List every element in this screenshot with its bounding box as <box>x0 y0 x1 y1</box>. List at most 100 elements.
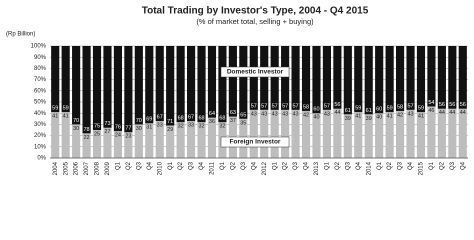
x-tick-label: 2015 <box>419 161 425 175</box>
chart-title: Total Trading by Investor's Type, 2004 -… <box>142 6 369 17</box>
bar-segment <box>291 109 300 158</box>
value-label: 44 <box>460 110 466 116</box>
y-tick-label: 0% <box>37 156 46 162</box>
value-label: 77 <box>125 126 131 132</box>
x-tick-label: Q1 <box>272 161 278 170</box>
value-label: 78 <box>84 127 90 133</box>
value-label: 60 <box>313 107 319 113</box>
bar-segment <box>312 113 321 158</box>
value-label: 30 <box>73 126 79 132</box>
value-label: 64 <box>209 111 215 117</box>
bar-segment <box>301 46 311 111</box>
bar-segment <box>239 46 248 119</box>
value-label: 61 <box>366 108 372 114</box>
x-tick-label: Q4 <box>199 161 205 170</box>
bar-segment <box>322 109 332 158</box>
x-tick-label: Q2 <box>178 161 184 170</box>
y-tick-label: 10% <box>34 144 47 150</box>
bar-segment <box>218 46 227 123</box>
value-label: 69 <box>146 117 152 123</box>
x-tick-label: Q3 <box>241 161 247 170</box>
value-label: 31 <box>146 125 152 131</box>
x-tick-label: Q2 <box>335 161 341 170</box>
bar-segment <box>416 46 426 113</box>
value-label: 73 <box>104 121 110 127</box>
bar-segment <box>395 46 405 111</box>
x-tick-label: Q2 <box>126 161 132 170</box>
legend-box <box>220 66 290 78</box>
bar-segment <box>51 46 60 113</box>
value-label: 43 <box>324 111 330 117</box>
value-label: 59 <box>418 106 424 112</box>
value-label: 32 <box>198 124 204 130</box>
x-tick-label: Q4 <box>408 161 414 170</box>
bar-segment <box>176 46 185 123</box>
value-label: 43 <box>293 111 299 117</box>
value-label: 42 <box>303 112 309 118</box>
value-label: 25 <box>94 131 100 137</box>
value-label: 29 <box>167 127 173 133</box>
bar-segment <box>448 108 457 158</box>
bar-segment <box>354 112 363 158</box>
x-tick-label: Q3 <box>450 161 456 170</box>
legend-label: Domestic Investor <box>227 69 284 76</box>
value-label: 63 <box>230 110 236 116</box>
y-tick-label: 20% <box>34 133 47 139</box>
bar-segment <box>82 133 91 158</box>
bar-segment <box>354 46 363 113</box>
x-tick-label: Q3 <box>136 161 142 170</box>
bar-segment <box>207 46 217 118</box>
value-label: 41 <box>387 114 393 120</box>
x-tick-label: 2010 <box>157 161 163 175</box>
x-tick-label: Q4 <box>251 161 257 170</box>
x-tick-label: Q4 <box>147 161 153 170</box>
bar-segment <box>124 46 133 133</box>
value-label: 43 <box>261 111 267 117</box>
x-tick-label: 2012 <box>262 161 268 175</box>
x-tick-label: Q2 <box>387 161 393 170</box>
x-tick-label: 2011 <box>210 161 216 175</box>
x-tick-label: Q1 <box>168 161 174 170</box>
legend-box <box>220 136 290 148</box>
x-tick-label: Q3 <box>345 161 351 170</box>
bar-segment <box>72 124 81 158</box>
x-tick-label: Q2 <box>230 161 236 170</box>
value-label: 71 <box>167 119 173 125</box>
bar-segment <box>166 46 175 126</box>
value-label: 68 <box>178 116 184 122</box>
value-label: 57 <box>282 103 288 109</box>
bar-segment <box>92 46 102 130</box>
bar-segment <box>375 46 384 114</box>
bar-segment <box>301 110 311 158</box>
bar-segment <box>343 114 352 158</box>
value-label: 59 <box>355 106 361 112</box>
value-label: 44 <box>449 110 455 116</box>
value-label: 57 <box>272 103 278 109</box>
value-label: 76 <box>115 125 121 131</box>
value-label: 75 <box>94 123 100 129</box>
chart: Total Trading by Investor's Type, 2004 -… <box>6 6 468 175</box>
value-label: 57 <box>251 103 257 109</box>
bar-segment <box>249 46 258 110</box>
x-tick-label: 2005 <box>63 161 69 175</box>
bar-segment <box>207 117 217 158</box>
value-label: 41 <box>63 114 69 120</box>
bar-segment <box>343 46 352 115</box>
y-tick-label: 40% <box>34 111 47 117</box>
bar-segment <box>395 110 405 158</box>
value-label: 32 <box>219 124 225 130</box>
x-tick-label: Q2 <box>439 161 445 170</box>
bar-segment <box>72 46 81 125</box>
value-label: 43 <box>282 111 288 117</box>
x-tick-label: 2009 <box>105 161 111 175</box>
bar-segment <box>437 46 446 109</box>
bar-segment <box>406 109 415 158</box>
value-label: 44 <box>334 110 340 116</box>
value-label: 46 <box>428 108 434 114</box>
bar-segment <box>364 114 373 158</box>
bar-segment <box>228 46 237 117</box>
value-label: 24 <box>115 133 121 139</box>
value-label: 41 <box>355 114 361 120</box>
x-tick-label: 2014 <box>366 161 372 175</box>
bar-segment <box>186 121 196 158</box>
